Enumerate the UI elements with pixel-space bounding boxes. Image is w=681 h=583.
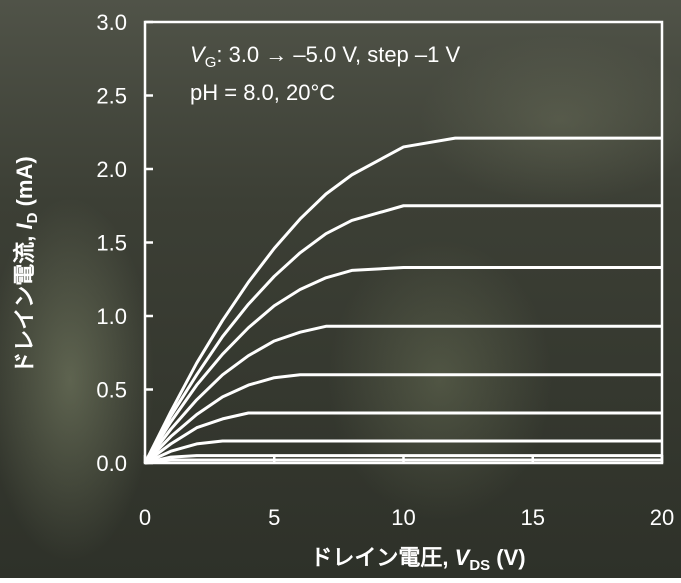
chart: ドレイン電圧, VDS (V) ドレイン電流, ID (mA) VG: 3.0 … <box>0 0 681 578</box>
y-tick-label: 1.0 <box>96 304 127 329</box>
page: ドレイン電圧, VDS (V) ドレイン電流, ID (mA) VG: 3.0 … <box>0 0 681 578</box>
x-tick-label: 0 <box>139 505 151 530</box>
y-tick-label: 2.5 <box>96 84 127 109</box>
x-tick-label: 10 <box>391 505 415 530</box>
annotation-text: : 3.0 → –5.0 V, step –1 V <box>216 42 460 67</box>
y-label-unit: (mA) <box>12 156 37 212</box>
x-axis-label: ドレイン電圧, VDS (V) <box>310 545 525 574</box>
x-tick-label: 15 <box>521 505 545 530</box>
annotation-sub: G <box>205 54 217 71</box>
annotation: pH = 8.0, 20°C <box>190 80 335 105</box>
iv-curve <box>145 326 662 463</box>
iv-curve <box>145 267 662 463</box>
y-tick-label: 3.0 <box>96 10 127 35</box>
y-label-sub: D <box>24 212 41 223</box>
x-label-unit: (V) <box>490 545 525 570</box>
iv-curve <box>145 206 662 463</box>
y-tick-label: 2.0 <box>96 157 127 182</box>
x-tick-label: 20 <box>650 505 674 530</box>
y-tick-label: 0.0 <box>96 451 127 476</box>
y-tick-label: 1.5 <box>96 231 127 256</box>
y-tick-label: 0.5 <box>96 378 127 403</box>
y-label-text: ドレイン電流, <box>12 229 37 373</box>
x-label-text: ドレイン電圧, <box>310 545 454 570</box>
x-tick-label: 5 <box>268 505 280 530</box>
x-label-sub: DS <box>469 557 490 574</box>
annotation: VG: 3.0 → –5.0 V, step –1 V <box>190 42 460 71</box>
y-axis-label: ドレイン電流, ID (mA) <box>12 156 41 373</box>
